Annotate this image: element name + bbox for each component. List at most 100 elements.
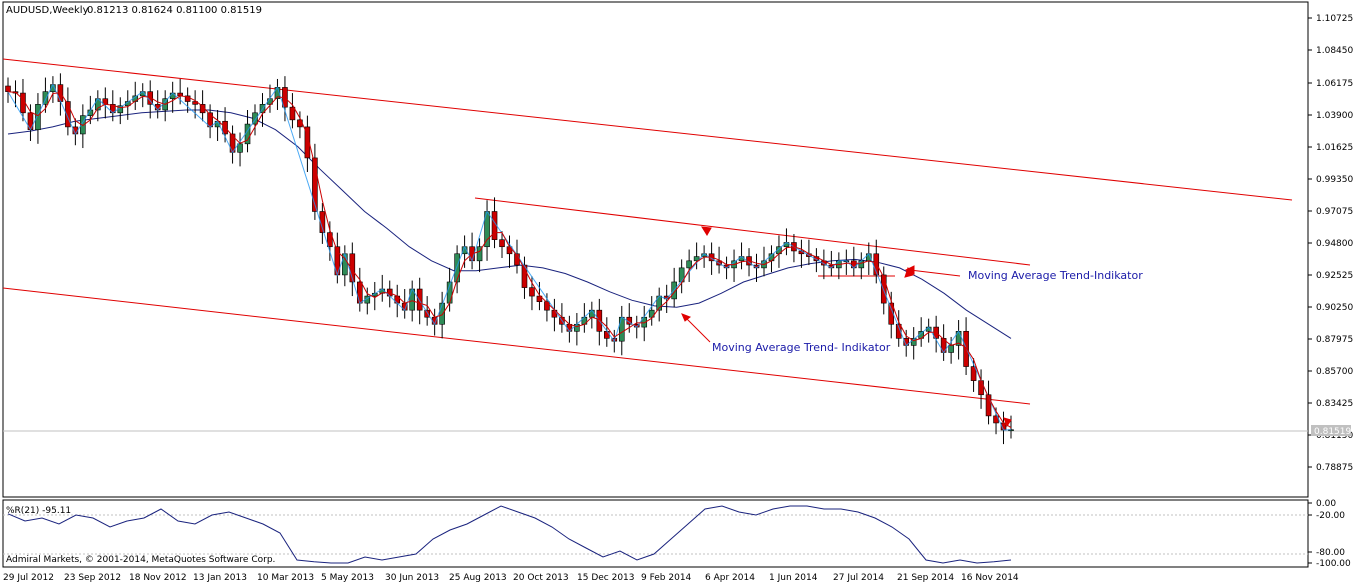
oscillator-label: %R(21) -95.11 — [6, 506, 71, 516]
time-tick: 13 Jan 2013 — [193, 573, 247, 583]
candle — [686, 249, 692, 282]
candle — [35, 93, 41, 144]
oscillator-frame — [2, 499, 1309, 568]
time-tick: 18 Nov 2012 — [129, 573, 187, 583]
zigzag-indicator — [7, 83, 1012, 431]
arrow-head-icon — [904, 266, 914, 278]
candle — [184, 87, 191, 113]
candle-body — [416, 288, 423, 311]
candle-body — [169, 92, 176, 100]
candle-body — [184, 95, 191, 102]
candle-body — [439, 302, 445, 325]
time-tick: 9 Feb 2014 — [641, 573, 692, 583]
time-tick: 30 Jun 2013 — [385, 573, 439, 583]
candle-body — [895, 323, 902, 339]
candle — [65, 87, 71, 136]
price-tick: 0.94800 — [1316, 239, 1353, 249]
candle — [319, 203, 326, 244]
candle — [985, 380, 992, 425]
price-axis: 1.10725 1.08450 1.06175 1.03900 1.01625 … — [1308, 14, 1353, 473]
arrow-head-icon — [701, 226, 712, 236]
current-price-value: 0.81519 — [1314, 427, 1351, 437]
price-tick: 1.10725 — [1316, 14, 1353, 24]
candle-body — [289, 106, 296, 121]
candle — [424, 296, 430, 326]
price-tick: 1.03900 — [1316, 111, 1353, 121]
candle-body — [506, 246, 513, 255]
main-chart-frame — [2, 1, 1309, 498]
price-tick: 0.85700 — [1316, 367, 1353, 377]
time-axis: 29 Jul 2012 23 Sep 2012 18 Nov 2012 13 J… — [3, 573, 1019, 583]
candle-body — [312, 157, 318, 212]
price-tick: 0.90250 — [1316, 303, 1353, 313]
candle-body — [948, 345, 954, 353]
time-tick: 6 Apr 2014 — [705, 573, 755, 583]
candle-body — [521, 264, 528, 288]
oscillator-tick: -80.00 — [1316, 548, 1345, 558]
time-tick: 21 Sep 2014 — [897, 573, 954, 583]
oscillator-path — [7, 505, 1012, 564]
candle — [289, 93, 296, 129]
candle-body — [304, 126, 311, 159]
price-tick: 0.87975 — [1316, 335, 1353, 345]
time-tick: 23 Sep 2012 — [64, 573, 121, 583]
price-tick: 1.01625 — [1316, 143, 1353, 153]
oscillator-axis: 0.00 -20.00 -80.00 -100.00 — [1308, 499, 1351, 569]
candle — [327, 221, 333, 261]
oscillator-tick: -100.00 — [1316, 559, 1351, 569]
channel-lower-line — [2, 287, 1031, 405]
time-tick: 5 May 2013 — [321, 573, 374, 583]
candle — [895, 310, 902, 347]
arrow-head-icon — [681, 313, 691, 322]
mid-channel-upper-line — [474, 197, 1031, 266]
candle — [454, 245, 460, 294]
candle-body — [65, 101, 71, 128]
arrow-head-icon — [1003, 417, 1012, 428]
candle — [80, 104, 86, 149]
price-tick: 0.92525 — [1316, 271, 1353, 281]
candle — [5, 77, 11, 103]
moving-average-fast-line — [7, 91, 1012, 429]
candle-body — [319, 211, 326, 233]
candle — [536, 281, 543, 311]
candle-body — [454, 253, 460, 283]
candle-body — [476, 246, 483, 262]
price-tick: 0.97075 — [1316, 207, 1353, 217]
price-tick: 1.08450 — [1316, 46, 1353, 56]
candle-body — [252, 112, 258, 125]
candle-body — [648, 309, 655, 318]
candle-body — [42, 91, 49, 105]
copyright-text: Admiral Markets, © 2001-2014, MetaQuotes… — [6, 555, 275, 565]
price-tick: 0.78875 — [1316, 463, 1353, 473]
candle — [693, 242, 700, 270]
time-tick: 1 Jun 2014 — [769, 573, 818, 583]
candle — [648, 296, 655, 326]
candle-body — [237, 143, 243, 153]
candle-body — [80, 115, 86, 135]
candle-body — [529, 287, 535, 297]
candle-body — [5, 85, 11, 92]
price-tick: 0.83425 — [1316, 399, 1353, 409]
candle — [349, 242, 356, 297]
candle-body — [499, 239, 505, 248]
ohlc-label: 0.81213 0.81624 0.81100 0.81519 — [87, 5, 262, 16]
time-tick: 15 Dec 2013 — [577, 573, 635, 583]
candle-body — [693, 256, 700, 262]
candle-body — [349, 253, 356, 283]
annotation-arrows — [681, 226, 1012, 428]
zigzag-line — [7, 83, 1012, 431]
candle-body — [686, 260, 692, 269]
price-tick: 0.99350 — [1316, 175, 1353, 185]
annotation-label-upper: Moving Average Trend-Indikator — [968, 269, 1143, 282]
candle-body — [985, 394, 992, 417]
candle — [312, 143, 318, 220]
oscillator-line — [7, 505, 1012, 564]
candle-body — [327, 232, 333, 248]
channel-upper-line — [2, 58, 1293, 201]
candle — [499, 231, 505, 259]
price-tick: 1.06175 — [1316, 79, 1353, 89]
candle-body — [978, 380, 984, 396]
candle-body — [678, 267, 685, 283]
candle-body — [536, 295, 543, 303]
